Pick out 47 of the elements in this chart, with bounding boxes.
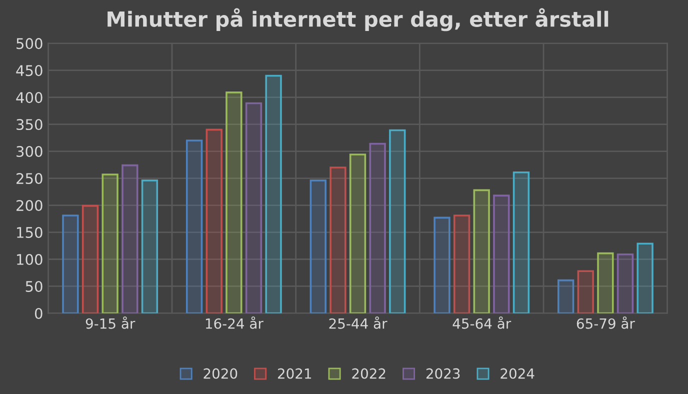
y-tick-label: 350 <box>16 119 42 130</box>
bar <box>389 129 406 314</box>
legend-label: 2020 <box>204 368 238 379</box>
y-tick-label: 100 <box>17 254 42 265</box>
bar <box>473 189 490 314</box>
bar <box>369 142 386 314</box>
y-tick-label: 450 <box>16 65 42 76</box>
bar <box>453 214 470 314</box>
bar <box>493 194 510 314</box>
bar <box>577 270 594 314</box>
chart-title: Minutter på internett per dag, etter årstall <box>108 8 608 32</box>
bar <box>597 252 614 314</box>
bar <box>512 171 530 314</box>
bar <box>62 214 79 314</box>
bar <box>330 166 346 314</box>
bar <box>557 279 574 314</box>
bar <box>349 154 366 314</box>
legend-label: 2024 <box>500 368 534 379</box>
bar <box>434 216 450 314</box>
bar <box>122 164 138 314</box>
bar <box>226 92 242 314</box>
bar <box>186 140 203 314</box>
bar <box>141 180 158 314</box>
bar <box>82 204 99 314</box>
legend-label: 2022 <box>352 368 386 379</box>
bar <box>206 128 222 314</box>
y-tick-label: 300 <box>16 146 42 158</box>
legend-label: 2021 <box>278 368 312 379</box>
y-tick-label: 400 <box>16 92 42 104</box>
x-tick-label: 16-24 år <box>206 316 264 329</box>
x-tick-label: 9-15 år <box>86 316 136 329</box>
y-tick-label: 0 <box>34 308 42 319</box>
y-tick-label: 150 <box>17 226 42 238</box>
bar <box>102 174 118 314</box>
bar <box>636 242 654 314</box>
bar <box>616 253 634 314</box>
bar <box>245 102 262 314</box>
legend-label: 2023 <box>426 368 460 379</box>
y-tick-label: 250 <box>16 173 42 184</box>
y-tick-label: 50 <box>26 280 42 292</box>
bar <box>310 180 326 314</box>
y-tick-label: 500 <box>16 38 42 50</box>
bar <box>265 74 282 314</box>
x-tick-label: 65-79 år <box>576 316 635 329</box>
x-tick-label: 25-44 år <box>329 316 388 329</box>
y-tick-label: 200 <box>16 200 42 212</box>
x-tick-label: 45-64 år <box>452 316 512 329</box>
